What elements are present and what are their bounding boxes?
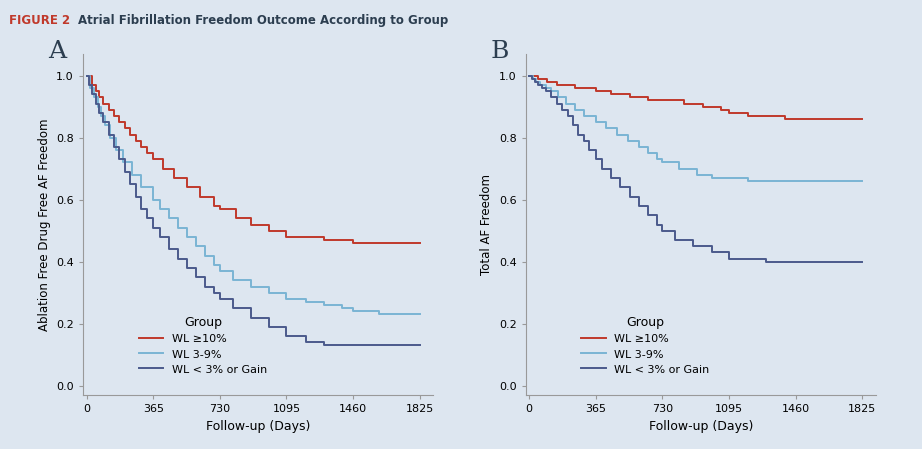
X-axis label: Follow-up (Days): Follow-up (Days) <box>648 420 753 433</box>
Text: A: A <box>48 40 66 63</box>
Text: Atrial Fibrillation Freedom Outcome According to Group: Atrial Fibrillation Freedom Outcome Acco… <box>78 14 449 26</box>
Text: FIGURE 2: FIGURE 2 <box>9 14 70 26</box>
X-axis label: Follow-up (Days): Follow-up (Days) <box>206 420 311 433</box>
Text: B: B <box>491 40 509 63</box>
Y-axis label: Ablation Free Drug Free AF Freedom: Ablation Free Drug Free AF Freedom <box>38 118 51 331</box>
Y-axis label: Total AF Freedom: Total AF Freedom <box>480 174 493 275</box>
Legend: WL ≥10%, WL 3-9%, WL < 3% or Gain: WL ≥10%, WL 3-9%, WL < 3% or Gain <box>576 312 715 379</box>
Legend: WL ≥10%, WL 3-9%, WL < 3% or Gain: WL ≥10%, WL 3-9%, WL < 3% or Gain <box>134 312 272 379</box>
